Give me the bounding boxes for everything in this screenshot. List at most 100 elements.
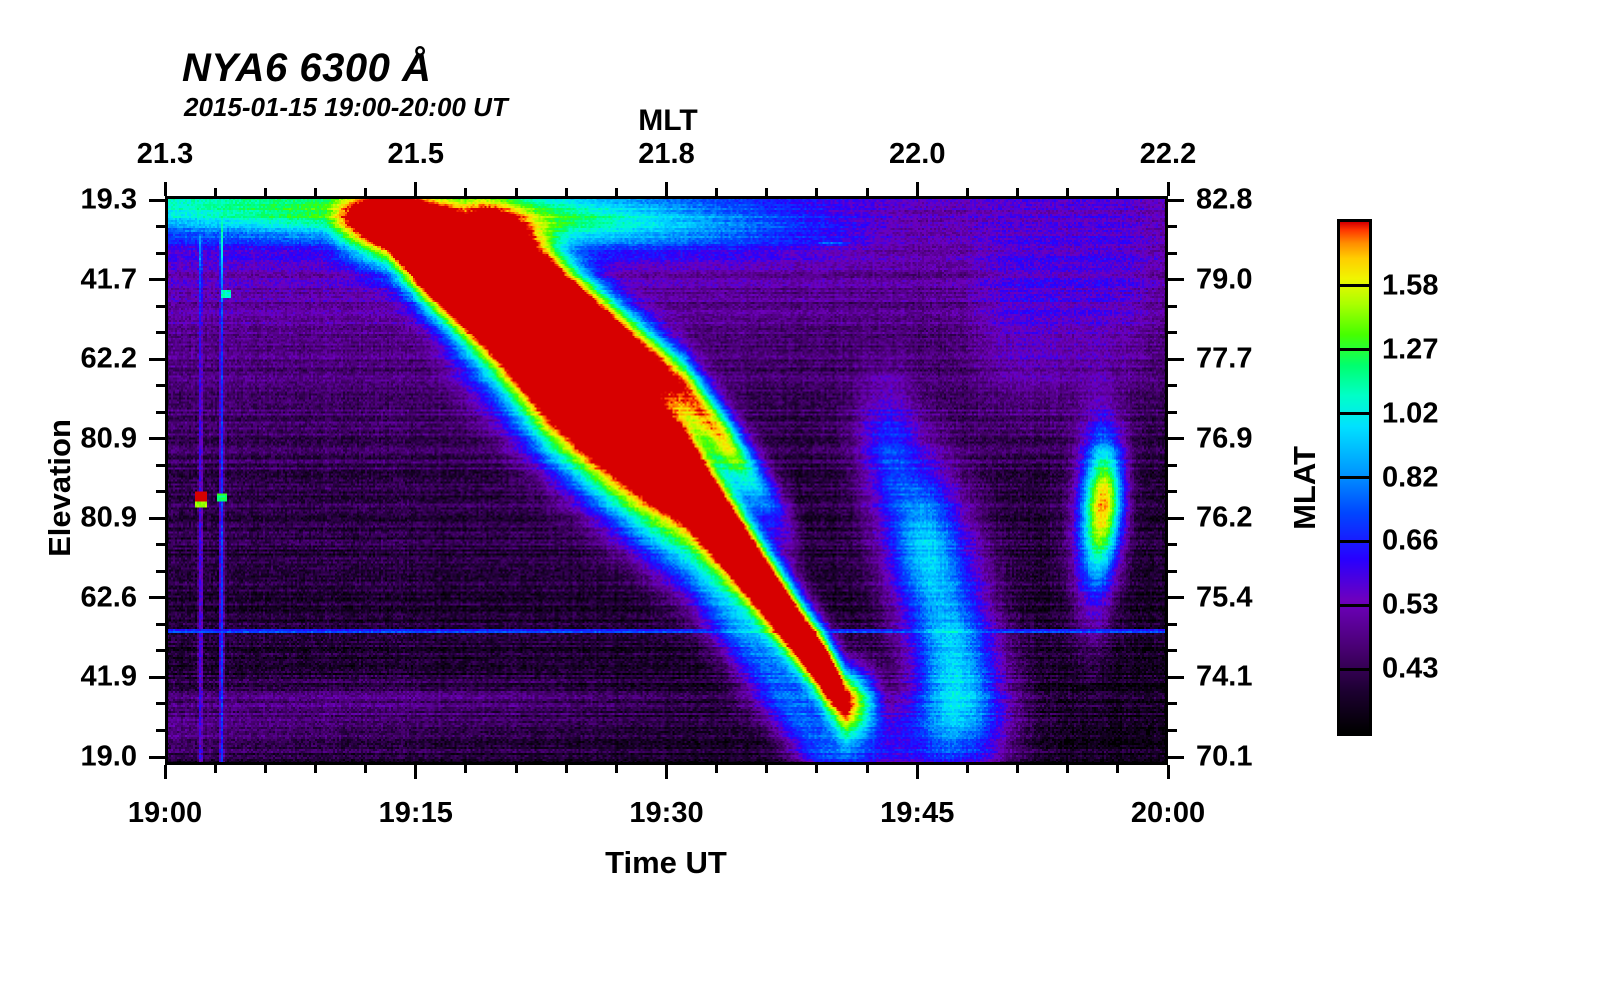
tick-top-minor <box>514 188 518 196</box>
tick-top-minor <box>364 188 368 196</box>
tick-bottom-major <box>915 765 919 779</box>
tick-left-minor <box>156 728 165 732</box>
tick-top-major <box>163 182 167 196</box>
tick-top-major <box>665 182 668 196</box>
left-axis-title: Elevation <box>42 419 77 557</box>
tick-right-minor <box>1168 622 1177 626</box>
tick-bottom-major <box>665 765 668 779</box>
tick-top-minor <box>263 188 267 196</box>
top-axis-tick-label: 22.0 <box>889 138 946 170</box>
tick-bottom-major <box>163 765 167 779</box>
right-axis-tick-label: 75.4 <box>1196 581 1253 614</box>
tick-bottom-major <box>1166 765 1170 779</box>
tick-bottom-major <box>414 765 418 779</box>
tick-left-minor <box>156 304 165 308</box>
tick-right-minor <box>1168 251 1177 255</box>
tick-top-major <box>1166 182 1170 196</box>
tick-top-minor <box>1066 188 1070 196</box>
left-axis-tick-label: 62.6 <box>80 581 137 614</box>
colorbar-separator <box>1340 667 1369 671</box>
tick-right-major <box>1168 516 1184 520</box>
tick-left-major <box>149 278 165 282</box>
tick-left-minor <box>156 251 165 255</box>
right-axis-tick-label: 76.2 <box>1196 501 1253 534</box>
colorbar-separator <box>1340 603 1369 607</box>
top-axis-tick-label: 21.3 <box>136 138 194 170</box>
tick-top-major <box>915 182 919 196</box>
tick-right-minor <box>1168 410 1177 414</box>
tick-top-minor <box>865 188 869 196</box>
colorbar-separator <box>1340 412 1369 416</box>
right-axis-title: MLAT <box>1287 446 1322 530</box>
tick-bottom-minor <box>965 765 969 773</box>
colorbar-tick-label: 1.02 <box>1382 397 1439 430</box>
bottom-axis-tick-label: 19:45 <box>880 797 955 829</box>
tick-bottom-minor <box>765 765 769 773</box>
tick-right-minor <box>1168 384 1177 388</box>
tick-top-minor <box>614 188 618 196</box>
tick-bottom-minor <box>1066 765 1070 773</box>
top-axis-tick-label: 21.8 <box>638 138 695 170</box>
tick-left-minor <box>156 490 165 494</box>
right-axis-tick-label: 74.1 <box>1196 660 1253 693</box>
tick-left-minor <box>156 331 165 335</box>
tick-right-major <box>1168 675 1184 679</box>
tick-top-minor <box>815 188 819 196</box>
tick-right-minor <box>1168 304 1177 308</box>
colorbar-tick-label: 1.27 <box>1382 333 1439 366</box>
tick-right-major <box>1168 278 1184 282</box>
left-axis-tick-label: 19.3 <box>80 183 137 216</box>
colorbar-separator <box>1340 539 1369 543</box>
tick-bottom-minor <box>514 765 518 773</box>
top-axis-tick-label: 21.5 <box>387 138 444 170</box>
tick-bottom-minor <box>1016 765 1020 773</box>
tick-left-major <box>149 198 165 202</box>
right-axis-tick-label: 79.0 <box>1196 263 1253 296</box>
bottom-axis-title: Time UT <box>605 845 727 880</box>
left-axis-tick-label: 41.7 <box>80 263 137 296</box>
tick-left-minor <box>156 649 165 653</box>
tick-left-minor <box>156 702 165 706</box>
bottom-axis-tick-label: 19:30 <box>629 797 704 829</box>
tick-left-major <box>149 357 165 361</box>
tick-top-minor <box>965 188 969 196</box>
tick-right-minor <box>1168 649 1177 653</box>
tick-left-major <box>149 516 165 520</box>
colorbar-tick-label: 0.82 <box>1382 461 1439 493</box>
tick-left-minor <box>156 225 165 229</box>
tick-left-major <box>149 755 165 759</box>
left-axis-tick-label: 62.2 <box>80 342 137 375</box>
tick-right-minor <box>1168 463 1177 467</box>
tick-left-major <box>149 675 165 679</box>
left-axis-tick-label: 41.9 <box>80 660 137 693</box>
top-axis-title: MLT <box>638 104 698 137</box>
right-axis-tick-label: 76.9 <box>1196 422 1253 455</box>
tick-left-minor <box>156 384 165 388</box>
tick-right-minor <box>1168 702 1177 706</box>
tick-bottom-minor <box>564 765 568 773</box>
tick-right-major <box>1168 198 1184 202</box>
tick-left-minor <box>156 410 165 414</box>
tick-right-major <box>1168 755 1184 759</box>
tick-bottom-minor <box>614 765 618 773</box>
tick-left-minor <box>156 463 165 467</box>
figure-subtitle: 2015-01-15 19:00-20:00 UT <box>184 92 508 122</box>
tick-right-major <box>1168 437 1184 441</box>
tick-top-minor <box>765 188 769 196</box>
tick-top-minor <box>213 188 217 196</box>
keogram-plot-area <box>165 196 1168 765</box>
tick-left-minor <box>156 569 165 573</box>
tick-top-major <box>414 182 418 196</box>
bottom-axis-tick-label: 19:00 <box>127 797 203 829</box>
tick-bottom-minor <box>263 765 267 773</box>
tick-bottom-minor <box>464 765 468 773</box>
colorbar-tick-label: 0.66 <box>1382 524 1439 557</box>
colorbar-tick-label: 1.58 <box>1382 269 1439 302</box>
top-axis-tick-label: 22.2 <box>1139 138 1197 170</box>
bottom-axis-tick-label: 20:00 <box>1130 797 1206 829</box>
tick-left-major <box>149 596 165 600</box>
left-axis-tick-label: 19.0 <box>80 740 137 773</box>
tick-right-minor <box>1168 728 1177 732</box>
tick-right-minor <box>1168 331 1177 335</box>
tick-left-minor <box>156 543 165 547</box>
